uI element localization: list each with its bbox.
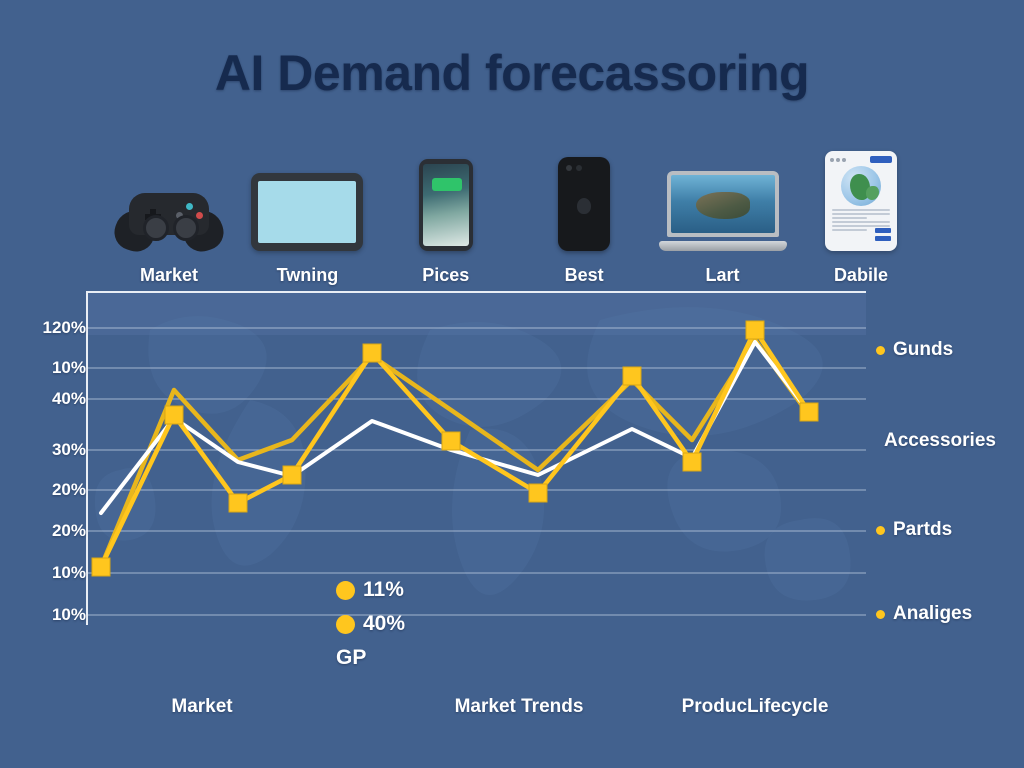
data-point-marker bbox=[622, 366, 642, 386]
product-label: Lart bbox=[705, 265, 740, 285]
inline-legend-row-1: 11% bbox=[336, 578, 405, 602]
world-map-shape bbox=[148, 316, 267, 414]
legend-dot-icon bbox=[876, 525, 885, 535]
product-thumbnail-strip: Market Twning Pices Best bbox=[109, 146, 920, 286]
product-item-best[interactable]: Best bbox=[525, 155, 643, 286]
world-map-shape bbox=[764, 518, 851, 601]
plot-group bbox=[86, 291, 866, 616]
page-title: AI Demand forecassoring bbox=[214, 45, 810, 101]
legend-item-analiges[interactable]: Analiges bbox=[876, 603, 972, 625]
map-sky-band bbox=[86, 291, 866, 335]
data-point-marker bbox=[282, 465, 302, 485]
legend-item-accessories[interactable]: Accessories bbox=[876, 430, 996, 452]
x-axis-tick-label: Market bbox=[171, 696, 233, 717]
inline-legend: 11% 40% GP bbox=[336, 578, 405, 670]
world-map-shape bbox=[211, 400, 306, 566]
world-map-shape bbox=[452, 428, 545, 596]
y-axis-tick-label: 10% bbox=[51, 605, 86, 624]
news-app-phone-icon bbox=[824, 151, 897, 251]
y-axis-tick-label: 10% bbox=[51, 563, 86, 582]
plot-area-border bbox=[86, 291, 866, 625]
legend-dot-icon bbox=[876, 609, 885, 619]
tablet-icon bbox=[251, 155, 364, 251]
product-item-dabile[interactable]: Dabile bbox=[802, 151, 920, 286]
laptop-icon bbox=[658, 155, 787, 251]
inline-legend-label: GP bbox=[336, 646, 367, 669]
x-axis-labels: Market Market Trends ProducLifecycle bbox=[86, 696, 876, 726]
y-axis-tick-label: 120% bbox=[42, 318, 86, 337]
legend-item-label: Partds bbox=[893, 519, 953, 540]
y-axis-tick-label: 20% bbox=[51, 480, 86, 499]
product-label: Market bbox=[139, 265, 199, 285]
world-map-shape bbox=[587, 307, 823, 436]
smartphone-green-screen-icon bbox=[418, 155, 473, 251]
world-map-shape bbox=[667, 449, 782, 552]
legend-item-gunds[interactable]: Gunds bbox=[876, 339, 953, 361]
product-item-pices[interactable]: Pices bbox=[387, 155, 505, 286]
product-label: Twning bbox=[276, 265, 339, 285]
data-point-marker bbox=[799, 402, 819, 422]
inline-legend-value: 11% bbox=[363, 578, 404, 601]
y-axis-tick-label: 20% bbox=[51, 521, 86, 540]
smartphone-black-icon bbox=[558, 155, 611, 251]
y-axis-tick-label: 10% bbox=[51, 358, 86, 377]
product-label: Dabile bbox=[833, 265, 888, 285]
product-label: Pices bbox=[422, 265, 470, 285]
legend-item-partds[interactable]: Partds bbox=[876, 519, 952, 541]
data-point-marker bbox=[528, 483, 548, 503]
legend-item-label: Gunds bbox=[893, 339, 954, 360]
data-point-marker bbox=[682, 452, 702, 472]
data-point-marker bbox=[228, 493, 248, 513]
product-item-twning[interactable]: Twning bbox=[248, 155, 366, 286]
inline-legend-value: 40% bbox=[363, 612, 406, 635]
product-item-market[interactable]: Market bbox=[109, 155, 229, 286]
inline-legend-row-2: 40% bbox=[336, 612, 405, 636]
data-point-marker bbox=[164, 405, 184, 425]
data-point-marker bbox=[362, 343, 382, 363]
x-axis-tick-label: Market Trends bbox=[454, 696, 584, 717]
data-point-marker bbox=[91, 557, 111, 577]
legend-item-label: Analiges bbox=[893, 603, 973, 624]
legend-item-label: Accessories bbox=[884, 430, 996, 451]
product-label: Best bbox=[564, 265, 604, 285]
y-axis-tick-label: 30% bbox=[51, 440, 86, 459]
legend-dot-icon bbox=[336, 614, 355, 634]
legend-dot-icon bbox=[336, 580, 355, 600]
data-point-marker bbox=[441, 431, 461, 451]
y-axis-tick-label: 40% bbox=[51, 389, 86, 408]
line-series-gunds bbox=[98, 327, 812, 570]
data-point-marker bbox=[745, 320, 765, 340]
world-map-shape bbox=[94, 468, 156, 541]
product-item-lart[interactable]: Lart bbox=[658, 155, 787, 286]
legend-dot-icon bbox=[876, 345, 885, 355]
line-series-accessories bbox=[99, 340, 811, 515]
gamepad-icon bbox=[109, 155, 229, 257]
x-axis-tick-label: ProducLifecycle bbox=[681, 696, 829, 717]
line-series-partds bbox=[98, 337, 812, 570]
world-map-shape bbox=[417, 322, 562, 427]
